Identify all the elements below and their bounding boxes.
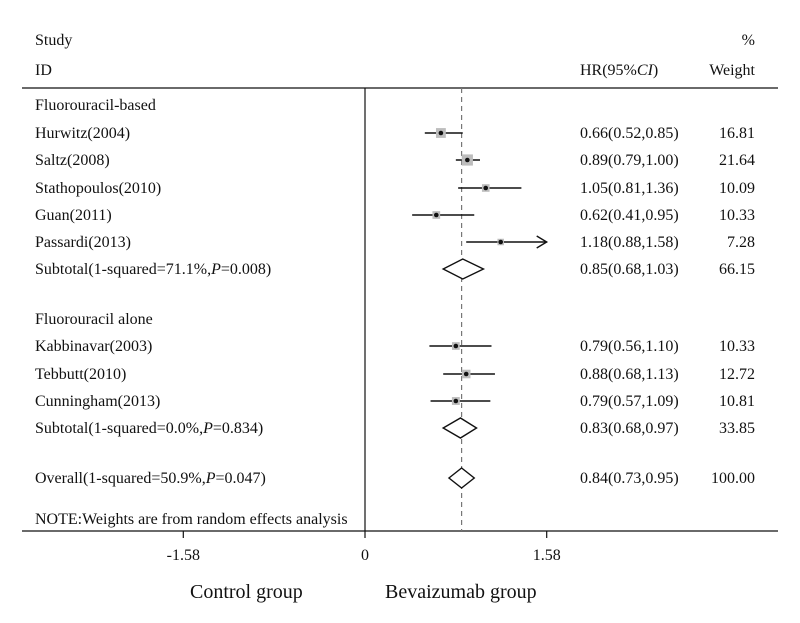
- ci-arrow: [536, 235, 549, 249]
- subgroup-heading: Fluorouracil-based: [35, 97, 156, 114]
- x-tick-label: -1.58: [167, 547, 200, 564]
- point-estimate: [483, 185, 489, 191]
- weight-text: 10.33: [719, 338, 755, 355]
- ci-text: 0.84(0.73,0.95): [580, 470, 679, 487]
- header-hr-suffix: ): [653, 62, 658, 79]
- subtotal-diamond: [441, 417, 478, 439]
- ci-text: 0.85(0.68,1.03): [580, 261, 679, 278]
- summary-label-suffix: =0.834): [213, 420, 263, 437]
- study-label: Cunningham(2013): [35, 393, 160, 410]
- summary-label-prefix: Overall(1-squared=50.9%,: [35, 470, 206, 487]
- ci-text: 1.05(0.81,1.36): [580, 180, 679, 197]
- ci-text: 0.88(0.68,1.13): [580, 366, 679, 383]
- ci-text: 0.83(0.68,0.97): [580, 420, 679, 437]
- ci-text: 0.62(0.41,0.95): [580, 207, 679, 224]
- subtotal-label: Subtotal(1-squared=0.0%,P=0.834): [35, 420, 263, 437]
- weight-text: 66.15: [719, 261, 755, 278]
- header-hr-prefix: HR(95%: [580, 62, 637, 79]
- weight-text: 33.85: [719, 420, 755, 437]
- summary-label-prefix: Subtotal(1-squared=71.1%,: [35, 261, 211, 278]
- point-estimate: [453, 398, 459, 404]
- header-hr-ci: CI: [637, 62, 654, 79]
- point-estimate: [434, 212, 439, 218]
- subgroup-heading: Fluorouracil alone: [35, 311, 153, 328]
- header-hr: HR(95%CI): [580, 62, 658, 79]
- header-id: ID: [35, 62, 52, 79]
- x-axis-ticks: -1.58 0 1.58: [167, 531, 561, 564]
- p-letter: P: [202, 420, 213, 437]
- point-estimate: [498, 239, 504, 245]
- ci-text: 0.79(0.57,1.09): [580, 393, 679, 410]
- point-estimate: [438, 130, 444, 136]
- study-label: Tebbutt(2010): [35, 366, 126, 383]
- weight-text: 21.64: [719, 152, 755, 169]
- subtotal-label: Subtotal(1-squared=71.1%,P=0.008): [35, 261, 271, 278]
- weight-text: 10.09: [719, 180, 755, 197]
- study-label: Saltz(2008): [35, 152, 110, 169]
- study-label: Kabbinavar(2003): [35, 338, 152, 355]
- study-label: Hurwitz(2004): [35, 125, 130, 142]
- study-label: Stathopoulos(2010): [35, 180, 161, 197]
- ci-text: 0.79(0.56,1.10): [580, 338, 679, 355]
- ci-text: 0.66(0.52,0.85): [580, 125, 679, 142]
- point-estimate: [453, 343, 459, 349]
- weight-text: 16.81: [719, 125, 755, 142]
- p-letter: P: [205, 470, 216, 487]
- header-study: Study: [35, 32, 72, 49]
- forest-rows: Fluorouracil-based Hurwitz(2004) 0.66(0.52…: [35, 97, 755, 489]
- overall-label: Overall(1-squared=50.9%,P=0.047): [35, 470, 266, 487]
- overall-diamond: [447, 467, 476, 489]
- control-group-label: Control group: [190, 581, 303, 603]
- x-tick-label: 0: [361, 547, 369, 564]
- point-estimate: [463, 371, 469, 377]
- header-weight: Weight: [709, 62, 755, 79]
- note-text: NOTE:Weights are from random effects ana…: [35, 511, 348, 528]
- subtotal-diamond: [441, 258, 486, 280]
- weight-text: 10.33: [719, 207, 755, 224]
- study-label: Guan(2011): [35, 207, 112, 224]
- p-letter: P: [210, 261, 221, 278]
- header-percent: %: [742, 32, 755, 49]
- summary-label-suffix: =0.008): [221, 261, 271, 278]
- point-estimate: [465, 157, 470, 163]
- weight-text: 7.28: [727, 234, 755, 251]
- summary-label-suffix: =0.047): [216, 470, 266, 487]
- ci-text: 0.89(0.79,1.00): [580, 152, 679, 169]
- ci-text: 1.18(0.88,1.58): [580, 234, 679, 251]
- summary-label-prefix: Subtotal(1-squared=0.0%,: [35, 420, 203, 437]
- weight-text: 10.81: [719, 393, 755, 410]
- weight-text: 12.72: [719, 366, 755, 383]
- x-tick-label: 1.58: [533, 547, 561, 564]
- bevacizumab-group-label: Bevaizumab group: [385, 581, 537, 603]
- study-label: Passardi(2013): [35, 234, 131, 251]
- weight-text: 100.00: [711, 470, 755, 487]
